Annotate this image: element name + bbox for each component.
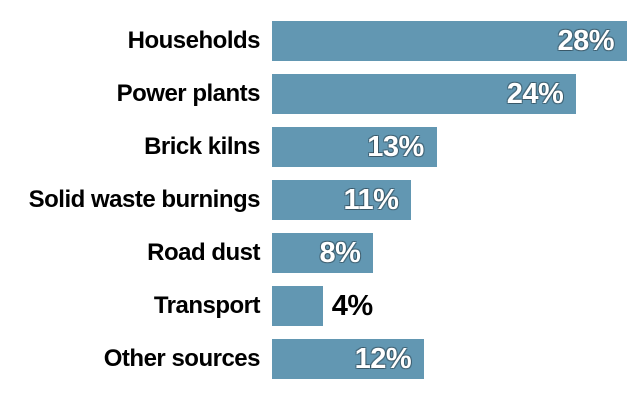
bar: 13%: [272, 127, 437, 167]
bar-row: Other sources 12%: [0, 339, 627, 379]
bar-track: 12%: [272, 339, 627, 379]
bar: 8%: [272, 233, 374, 273]
category-label: Solid waste burnings: [28, 186, 261, 213]
category-label: Power plants: [116, 80, 261, 107]
value-label: 24%: [506, 77, 564, 110]
bar-track: 28%: [272, 21, 627, 61]
category-label: Other sources: [103, 345, 261, 372]
bar-row: Transport 4%: [0, 286, 627, 326]
bar-track: 8%: [272, 233, 627, 273]
category-label: Brick kilns: [144, 133, 260, 160]
value-label: 13%: [367, 130, 424, 163]
bar: [272, 286, 323, 326]
bar: 24%: [272, 74, 577, 114]
bar-row: Road dust 8%: [0, 233, 627, 273]
value-label: 4%: [331, 289, 373, 322]
bar: 12%: [272, 339, 425, 379]
value-label: 28%: [557, 24, 614, 57]
bar-row: Brick kilns 13%: [0, 127, 627, 167]
bar-row: Households 28%: [0, 21, 627, 61]
category-label: Road dust: [147, 239, 260, 266]
value-label: 11%: [343, 183, 399, 216]
value-label: 8%: [319, 236, 361, 269]
bar-track: 11%: [272, 180, 627, 220]
category-label: Transport: [153, 292, 261, 319]
bar-track: 24%: [272, 74, 627, 114]
bar-track: 4%: [272, 286, 627, 326]
value-label: 12%: [354, 342, 412, 375]
bar: 11%: [272, 180, 412, 220]
category-label: Households: [127, 27, 261, 54]
bar-track: 13%: [272, 127, 627, 167]
bar: 28%: [272, 21, 627, 61]
bar-row: Power plants 24%: [0, 74, 627, 114]
bar-row: Solid waste burnings 11%: [0, 180, 627, 220]
